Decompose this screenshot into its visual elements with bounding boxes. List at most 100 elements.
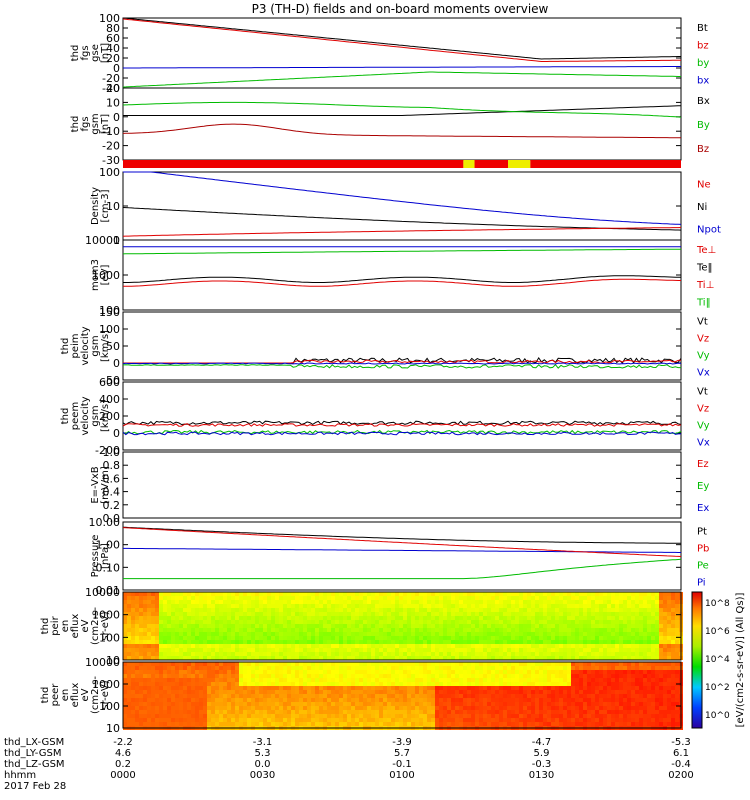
heatmap-cell (299, 722, 303, 726)
heatmap-cell (411, 608, 415, 612)
heatmap-cell (635, 678, 639, 682)
heatmap-cell (159, 612, 163, 616)
heatmap-cell (311, 674, 315, 678)
heatmap-cell (263, 702, 267, 706)
heatmap-cell (147, 682, 151, 686)
heatmap-cell (231, 714, 235, 718)
heatmap-cell (223, 592, 227, 596)
heatmap-cell (455, 656, 459, 660)
heatmap-cell (307, 604, 311, 608)
heatmap-cell (443, 620, 447, 624)
heatmap-cell (411, 596, 415, 600)
heatmap-cell (207, 666, 211, 670)
heatmap-cell (443, 648, 447, 652)
heatmap-cell (179, 670, 183, 674)
heatmap-cell (655, 624, 659, 628)
heatmap-cell (423, 648, 427, 652)
heatmap-cell (343, 690, 347, 694)
heatmap-cell (603, 714, 607, 718)
heatmap-cell (123, 640, 127, 644)
heatmap-cell (439, 706, 443, 710)
heatmap-cell (655, 662, 659, 666)
heatmap-cell (483, 682, 487, 686)
heatmap-cell (511, 640, 515, 644)
heatmap-cell (547, 722, 551, 726)
heatmap-cell (131, 710, 135, 714)
heatmap-cell (247, 694, 251, 698)
heatmap-cell (511, 698, 515, 702)
heatmap-cell (307, 722, 311, 726)
heatmap-cell (435, 678, 439, 682)
heatmap-cell (491, 648, 495, 652)
heatmap-cell (239, 632, 243, 636)
heatmap-cell (471, 718, 475, 722)
heatmap-cell (183, 702, 187, 706)
heatmap-cell (315, 718, 319, 722)
heatmap-cell (395, 690, 399, 694)
heatmap-cell (567, 628, 571, 632)
heatmap-cell (295, 674, 299, 678)
heatmap-cell (531, 698, 535, 702)
heatmap-cell (403, 604, 407, 608)
heatmap-cell (503, 596, 507, 600)
heatmap-cell (395, 600, 399, 604)
heatmap-cell (671, 648, 675, 652)
heatmap-cell (227, 616, 231, 620)
heatmap-cell (235, 644, 239, 648)
heatmap-cell (431, 678, 435, 682)
heatmap-cell (655, 592, 659, 596)
heatmap-cell (595, 652, 599, 656)
heatmap-cell (547, 662, 551, 666)
heatmap-cell (227, 662, 231, 666)
heatmap-cell (167, 678, 171, 682)
heatmap-cell (451, 648, 455, 652)
heatmap-cell (483, 620, 487, 624)
heatmap-cell (411, 656, 415, 660)
heatmap-cell (527, 616, 531, 620)
heatmap-cell (647, 620, 651, 624)
heatmap-cell (539, 632, 543, 636)
heatmap-cell (179, 662, 183, 666)
heatmap-cell (495, 620, 499, 624)
heatmap-cell (247, 628, 251, 632)
heatmap-cell (399, 604, 403, 608)
heatmap-cell (195, 662, 199, 666)
heatmap-cell (603, 722, 607, 726)
heatmap-cell (543, 648, 547, 652)
heatmap-cell (443, 670, 447, 674)
heatmap-cell (475, 662, 479, 666)
heatmap-cell (407, 694, 411, 698)
heatmap-cell (231, 596, 235, 600)
heatmap-cell (611, 710, 615, 714)
heatmap-cell (603, 652, 607, 656)
heatmap-cell (631, 620, 635, 624)
heatmap-cell (411, 652, 415, 656)
heatmap-cell (255, 620, 259, 624)
heatmap-cell (375, 670, 379, 674)
heatmap-cell (407, 686, 411, 690)
heatmap-cell (247, 616, 251, 620)
y-axis-label: E=-VxB (90, 466, 101, 503)
heatmap-cell (583, 670, 587, 674)
heatmap-cell (151, 690, 155, 694)
heatmap-cell (243, 710, 247, 714)
heatmap-cell (219, 640, 223, 644)
heatmap-cell (271, 718, 275, 722)
heatmap-cell (399, 690, 403, 694)
heatmap-cell (223, 722, 227, 726)
heatmap-cell (231, 678, 235, 682)
heatmap-cell (167, 648, 171, 652)
heatmap-cell (155, 640, 159, 644)
heatmap-cell (263, 662, 267, 666)
heatmap-cell (239, 718, 243, 722)
heatmap-cell (611, 592, 615, 596)
series-line-1 (122, 18, 681, 62)
heatmap-cell (603, 636, 607, 640)
heatmap-cell (535, 612, 539, 616)
heatmap-cell (607, 604, 611, 608)
heatmap-cell (511, 662, 515, 666)
heatmap-cell (335, 592, 339, 596)
heatmap-cell (479, 690, 483, 694)
